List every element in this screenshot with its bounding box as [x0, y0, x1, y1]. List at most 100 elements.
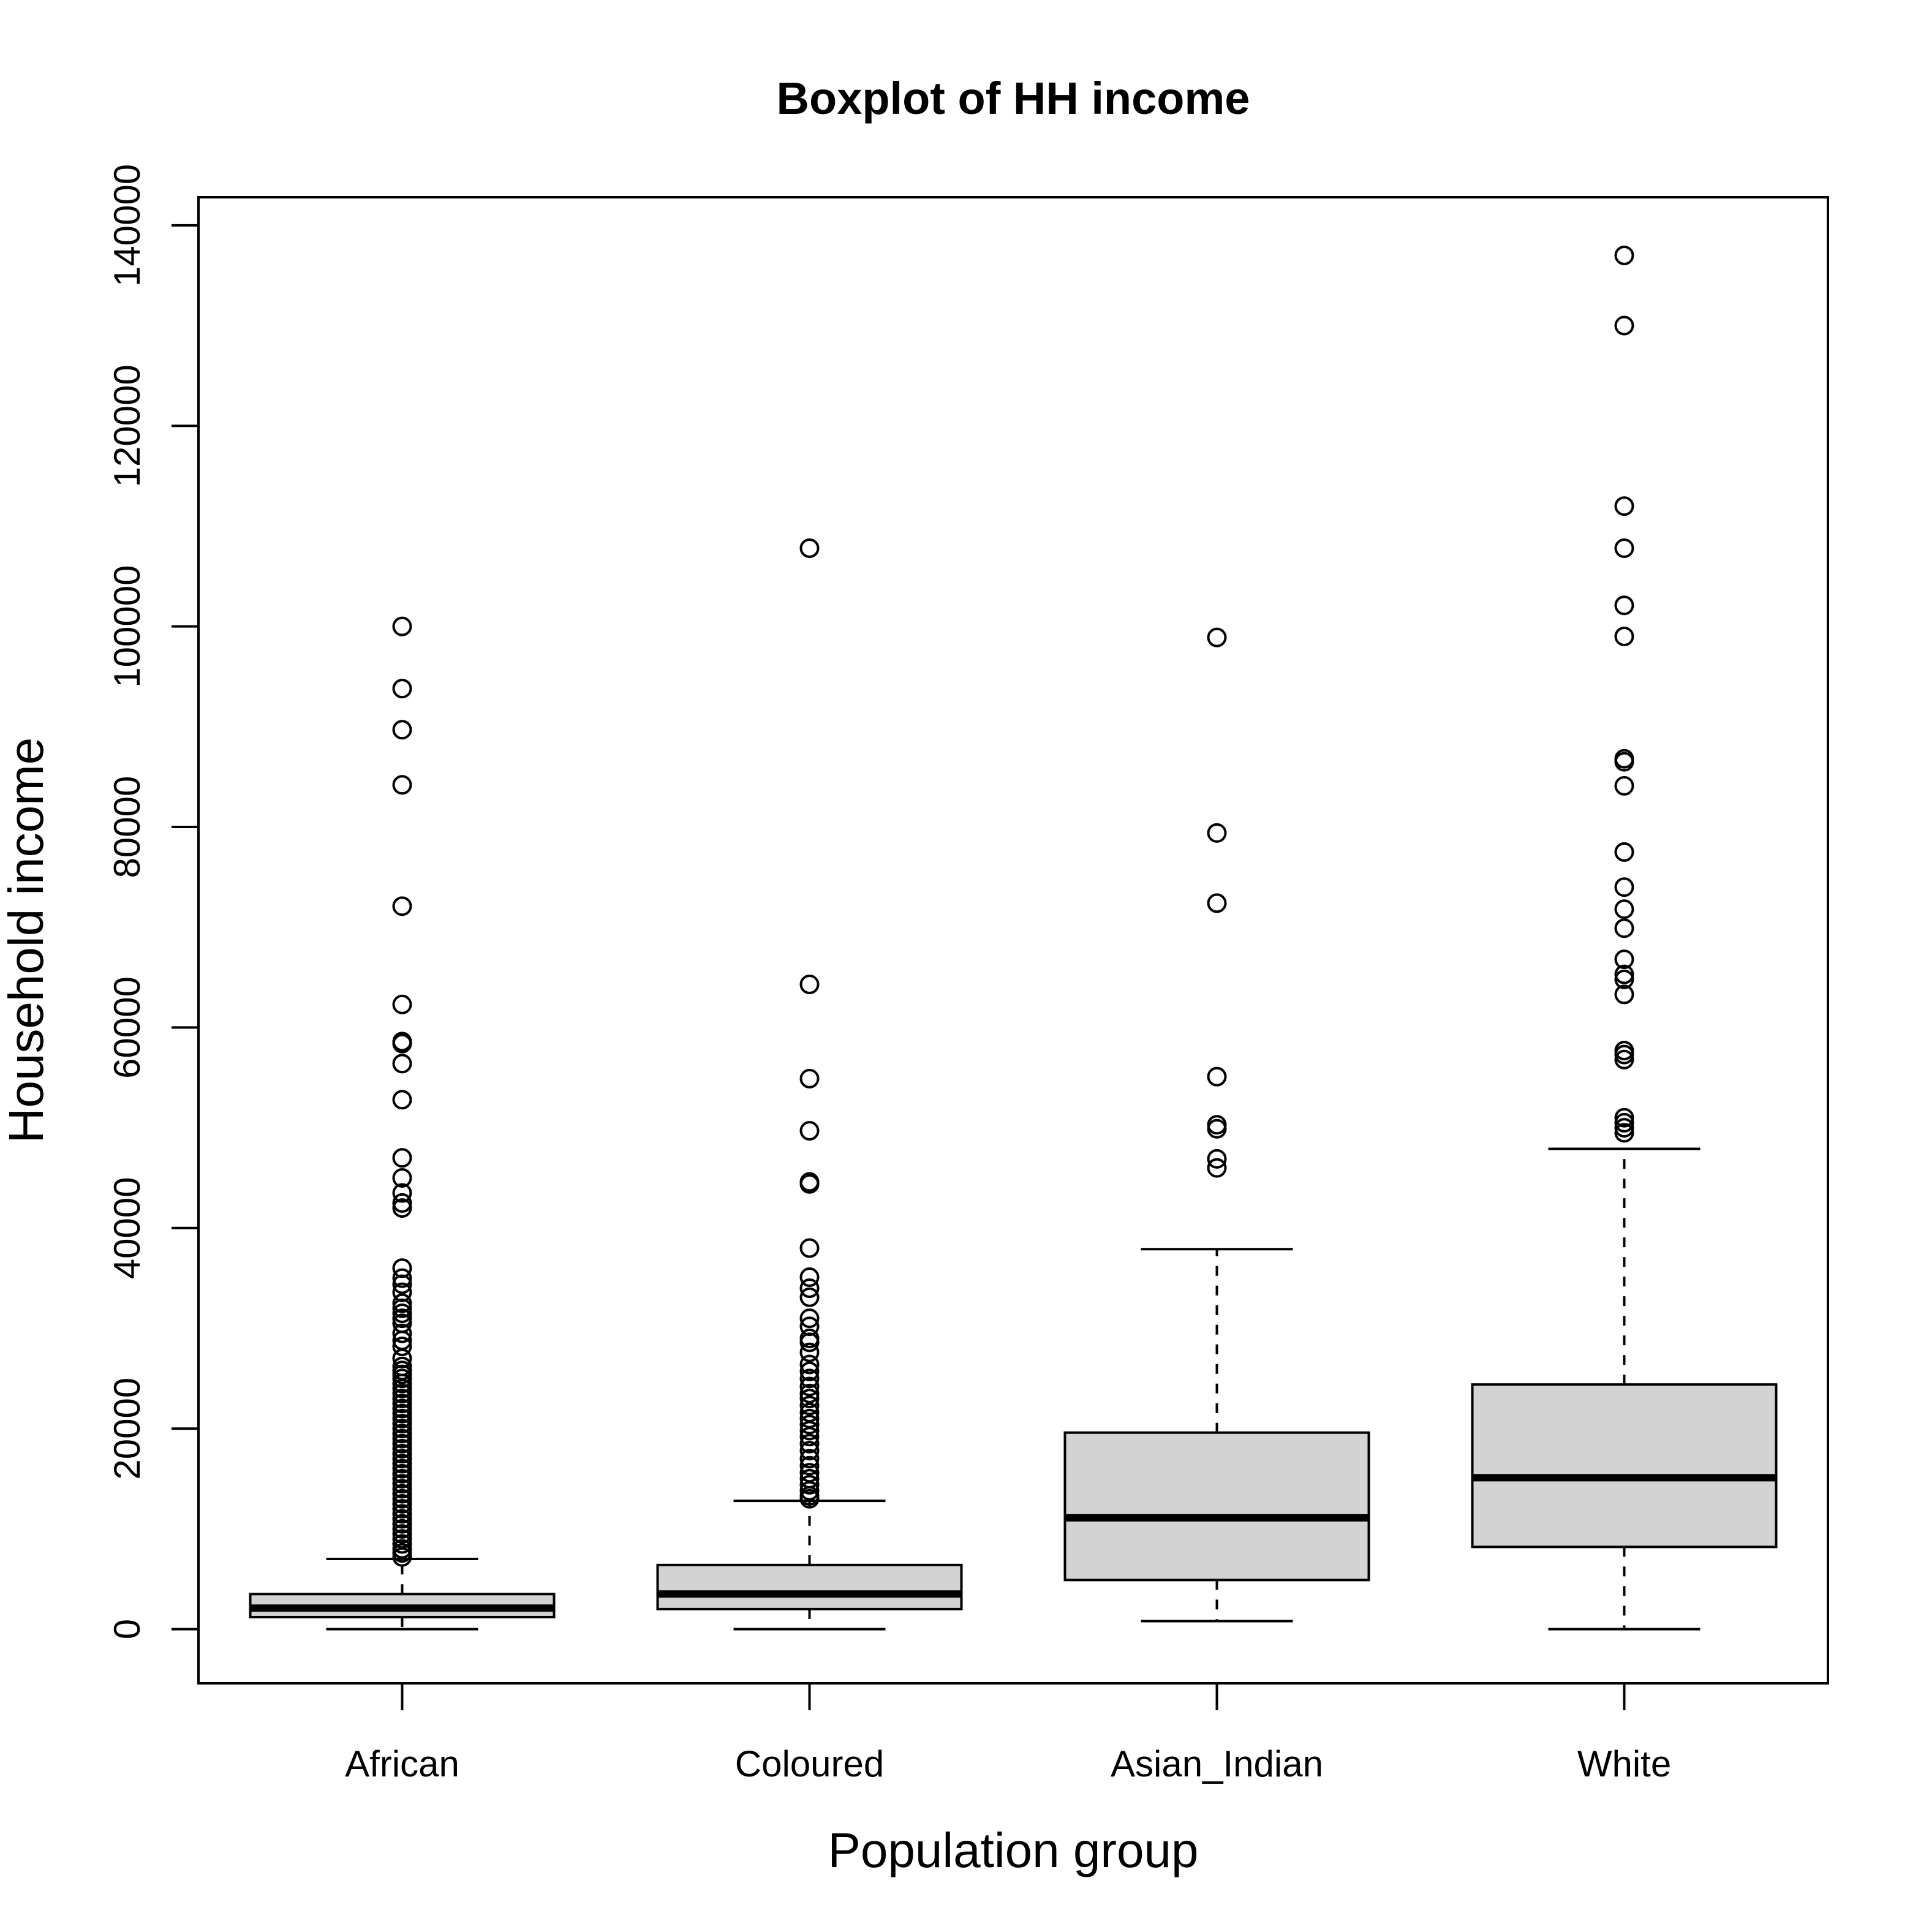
- outlier-point: [392, 775, 412, 795]
- outlier-point: [392, 1183, 412, 1203]
- outlier-point: [392, 1090, 412, 1110]
- outlier-point: [392, 1389, 412, 1409]
- outlier-point: [392, 1449, 412, 1469]
- outlier-point: [392, 1168, 412, 1188]
- outlier-point: [1207, 1119, 1227, 1139]
- outlier-point: [1614, 775, 1634, 796]
- outlier-point: [799, 1376, 820, 1397]
- outlier-point: [799, 1342, 820, 1362]
- outlier-point: [1614, 1049, 1634, 1070]
- box-african: [249, 616, 556, 1631]
- y-axis: 0 20000 40000 60000 80000 100000 120000 140000: [107, 164, 200, 1639]
- outlier-point: [799, 1068, 820, 1089]
- outlier-point: [1207, 823, 1227, 843]
- outlier-point: [392, 679, 412, 699]
- outlier-point: [392, 1433, 412, 1454]
- outlier-point: [392, 994, 412, 1014]
- box-coloured: [656, 538, 963, 1631]
- outlier-point: [392, 1474, 412, 1494]
- outlier-point: [392, 1033, 412, 1054]
- y-tick-label: 60000: [107, 976, 148, 1079]
- outlier-point: [799, 1287, 820, 1307]
- outlier-point: [392, 1428, 412, 1449]
- outlier-point: [392, 1274, 412, 1294]
- outlier-point: [392, 1469, 412, 1489]
- outlier-point: [392, 1303, 412, 1323]
- outlier-point: [392, 1308, 412, 1329]
- boxes-group: [249, 245, 1778, 1631]
- outlier-point: [1614, 1112, 1634, 1133]
- box-white: [1471, 245, 1778, 1631]
- y-tick-label: 140000: [107, 164, 148, 287]
- outlier-point: [1207, 893, 1227, 913]
- outlier-point: [1614, 964, 1634, 984]
- outlier-point: [1614, 1108, 1634, 1128]
- outlier-point: [799, 1481, 820, 1501]
- outlier-point: [392, 1408, 412, 1428]
- outlier-point: [392, 1458, 412, 1479]
- outlier-point: [392, 1054, 412, 1074]
- outlier-point: [799, 1361, 820, 1381]
- outlier-point: [799, 1474, 820, 1495]
- outlier-point: [1614, 496, 1634, 516]
- outlier-point: [1614, 752, 1634, 772]
- outlier-point: [392, 1148, 412, 1168]
- outlier-point: [799, 538, 820, 558]
- outlier-point: [799, 1427, 820, 1447]
- outlier-point: [392, 1323, 412, 1343]
- y-tick-label: 100000: [107, 565, 148, 688]
- outlier-point: [799, 1332, 820, 1353]
- outlier-point: [1207, 1066, 1227, 1087]
- iqr-box: [656, 1563, 963, 1610]
- outlier-point: [392, 1519, 412, 1539]
- outlier-point: [392, 1378, 412, 1398]
- outlier-point: [392, 1454, 412, 1474]
- x-axis-title: Population group: [828, 1823, 1199, 1877]
- y-tick-label: 0: [107, 1619, 148, 1639]
- outlier-point: [799, 1449, 820, 1469]
- x-tick-label-coloured: Coloured: [735, 1743, 885, 1784]
- outlier-point: [392, 1504, 412, 1524]
- outlier-point: [1614, 918, 1634, 938]
- outlier-point: [392, 1514, 412, 1534]
- outlier-point: [1614, 984, 1634, 1005]
- outlier-point: [392, 1368, 412, 1389]
- outlier-point: [392, 1484, 412, 1504]
- outlier-point: [1614, 1123, 1634, 1143]
- x-tick-label-asian-indian: Asian_Indian: [1111, 1743, 1323, 1784]
- outlier-point: [392, 1438, 412, 1458]
- outlier-point: [799, 1414, 820, 1435]
- outlier-point: [392, 1394, 412, 1414]
- outlier-point: [799, 1308, 820, 1329]
- outlier-point: [392, 1414, 412, 1434]
- outlier-point: [392, 1298, 412, 1318]
- outlier-point: [392, 1373, 412, 1394]
- outlier-point: [799, 1441, 820, 1461]
- outlier-point: [1614, 1044, 1634, 1065]
- outlier-point: [392, 1534, 412, 1554]
- outlier-point: [392, 1479, 412, 1499]
- outlier-point: [799, 1368, 820, 1389]
- box-asian-indian: [1063, 627, 1370, 1623]
- outlier-point: [392, 1293, 412, 1313]
- outlier-point: [1614, 949, 1634, 970]
- outlier-point: [799, 1174, 820, 1194]
- outlier-point: [392, 1493, 412, 1514]
- x-axis: African Coloured Asian_Indian White: [345, 1683, 1671, 1784]
- outlier-point: [392, 1444, 412, 1464]
- outlier-point: [392, 1383, 412, 1403]
- outlier-point: [799, 1489, 820, 1509]
- outlier-point: [392, 1198, 412, 1218]
- outlier-point: [392, 1193, 412, 1213]
- outlier-point: [799, 1383, 820, 1403]
- outlier-point: [1614, 245, 1634, 265]
- outlier-point: [1207, 1158, 1227, 1178]
- outlier-point: [392, 1489, 412, 1509]
- outlier-point: [799, 1238, 820, 1258]
- outlier-point: [392, 1398, 412, 1419]
- outlier-point: [392, 1509, 412, 1529]
- outlier-point: [392, 1463, 412, 1484]
- outlier-point: [1207, 627, 1227, 647]
